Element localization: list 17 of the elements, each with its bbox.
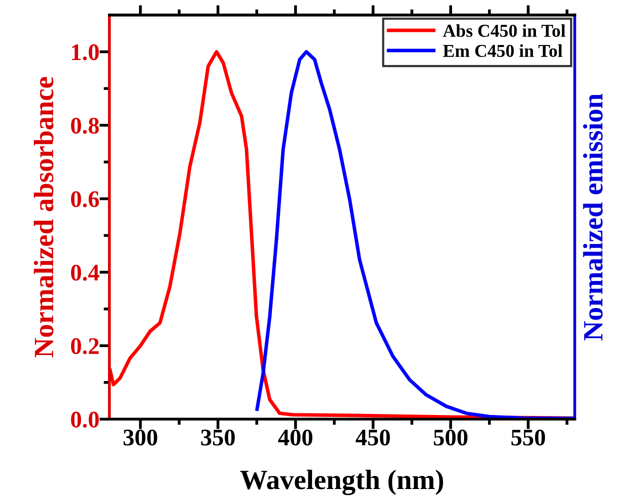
y-tick-label: 0.0 — [71, 412, 99, 428]
x-tick-label: 500 — [434, 430, 468, 446]
legend-label: Em C450 in Tol — [443, 44, 562, 57]
x-axis-title: Wavelength (nm) — [240, 470, 444, 496]
x-tick-label: 550 — [511, 430, 546, 446]
x-tick-label: 450 — [356, 430, 390, 446]
y2-axis-title: Normalized emission — [583, 94, 603, 340]
x-tick-label: 400 — [278, 430, 312, 446]
y-tick-label: 0.6 — [71, 191, 99, 208]
y-tick-label: 0.8 — [71, 118, 99, 134]
y-tick-label: 1.0 — [72, 44, 99, 60]
y-tick-label: 0.4 — [71, 264, 100, 281]
x-tick-label: 300 — [124, 430, 158, 446]
y-axis-title: Normalized absorbance — [34, 77, 54, 358]
legend-label: Abs C450 in Tol — [442, 24, 566, 37]
x-tick-label: 350 — [201, 430, 235, 446]
y-tick-label: 0.2 — [71, 338, 99, 354]
